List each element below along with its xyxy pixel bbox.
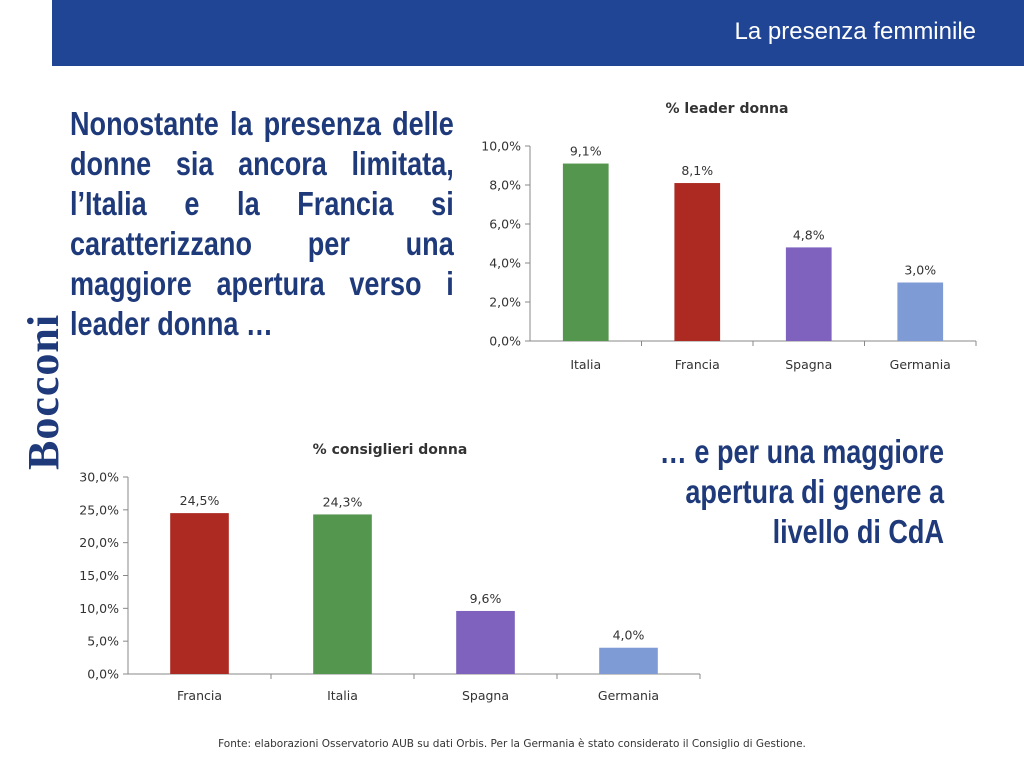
source-note: Fonte: elaborazioni Osservatorio AUB su … — [218, 738, 806, 750]
chart-1-category-label: Francia — [177, 688, 222, 703]
chart-0-category-label: Italia — [570, 357, 601, 372]
chart-0-y-tick-label: 6,0% — [489, 217, 521, 232]
headline-leader: Nonostante la presenza delle donne sia a… — [70, 105, 454, 342]
header-bar: La presenza femminile — [52, 0, 1024, 66]
chart-1-category-label: Spagna — [462, 688, 509, 703]
chart-0-y-tick-label: 0,0% — [489, 334, 521, 349]
chart-0-data-label: 9,1% — [570, 144, 602, 159]
chart-0-title: % leader donna — [666, 101, 789, 117]
chart-0-data-label: 3,0% — [904, 263, 936, 278]
chart-1-bar-germania — [599, 647, 658, 674]
chart-1-data-label: 24,3% — [323, 494, 363, 509]
chart-1-y-tick-label: 5,0% — [87, 634, 119, 649]
chart-0-data-label: 4,8% — [793, 227, 825, 242]
chart-leader-donna: % leader donna 0,0% 2,0% 4,0% 6,0% 8,0% 10,0% 9… — [481, 101, 977, 372]
chart-1-category-label: Germania — [598, 688, 659, 703]
chart-0-y-tick-label: 2,0% — [489, 295, 521, 310]
chart-1-y-tick-label: 20,0% — [79, 535, 119, 550]
chart-1-data-label: 9,6% — [470, 591, 502, 606]
page-title: La presenza femminile — [734, 18, 976, 45]
chart-1-bar-spagna — [456, 610, 515, 674]
chart-0-bar-francia — [674, 183, 721, 341]
chart-0-category-label: Spagna — [785, 357, 832, 372]
chart-0-bar-italia — [562, 163, 609, 341]
chart-1-y-tick-label: 25,0% — [79, 502, 119, 517]
chart-0-category-label: Germania — [890, 357, 951, 372]
chart-1-category-label: Italia — [327, 688, 358, 703]
chart-consiglieri-donna: % consiglieri donna 0,0% 5,0% 10,0% 15,0% 20,… — [79, 442, 701, 703]
chart-1-data-label: 4,0% — [613, 628, 645, 643]
chart-1-y-tick-label: 0,0% — [87, 667, 119, 682]
chart-1-bar-italia — [313, 514, 372, 674]
chart-1-data-label: 24,5% — [180, 493, 220, 508]
chart-0-data-label: 8,1% — [681, 163, 713, 178]
chart-0-y-tick-label: 4,0% — [489, 256, 521, 271]
chart-1-y-tick-label: 30,0% — [79, 470, 119, 485]
chart-0-category-label: Francia — [675, 357, 720, 372]
chart-1-title: % consiglieri donna — [313, 442, 468, 458]
chart-0-y-tick-label: 8,0% — [489, 178, 521, 193]
chart-0-bar-spagna — [785, 247, 832, 341]
headline-board: … e per una maggiore apertura di genere … — [659, 433, 944, 550]
chart-0-y-tick-label: 10,0% — [481, 139, 521, 154]
chart-0-bar-germania — [897, 282, 944, 341]
chart-1-y-tick-label: 15,0% — [79, 568, 119, 583]
chart-1-bar-francia — [170, 513, 229, 674]
chart-1-y-tick-label: 10,0% — [79, 601, 119, 616]
